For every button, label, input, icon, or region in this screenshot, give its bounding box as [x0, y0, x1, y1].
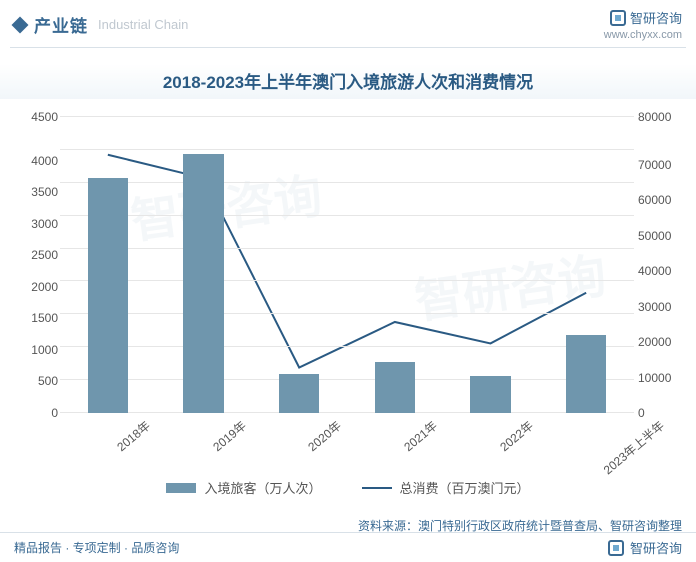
bar: [88, 178, 128, 413]
section-label: 产业链: [34, 12, 88, 37]
y1-tick: 1000: [31, 344, 58, 356]
chart-title: 2018-2023年上半年澳门入境旅游人次和消费情况: [0, 64, 696, 99]
header-right: 智研咨询 www.chyxx.com: [604, 8, 682, 41]
y2-axis: 8000070000600005000040000300002000010000…: [638, 117, 686, 413]
header-bar: 产业链 Industrial Chain 智研咨询 www.chyxx.com: [0, 0, 696, 47]
y2-tick: 70000: [638, 159, 671, 171]
grid-line: [60, 379, 634, 380]
legend-line-swatch: [362, 487, 392, 489]
y2-tick: 20000: [638, 336, 671, 348]
y1-tick: 4500: [31, 111, 58, 123]
logo-row: 智研咨询: [604, 8, 682, 27]
site-url: www.chyxx.com: [604, 29, 682, 41]
bar: [375, 362, 415, 413]
y2-tick: 60000: [638, 194, 671, 206]
footer-logo-text: 智研咨询: [630, 538, 682, 557]
grid-line: [60, 346, 634, 347]
bar: [470, 376, 510, 413]
x-tick-label: 2018年: [113, 417, 154, 455]
y2-tick: 40000: [638, 265, 671, 277]
x-tick-label: 2023年上半年: [600, 417, 668, 478]
line-series: [108, 155, 586, 368]
line-series-svg: [60, 117, 634, 413]
chart-zone: 智研咨询 智研咨询 450040003500300025002000150010…: [10, 109, 686, 499]
y2-tick: 30000: [638, 301, 671, 313]
grid-line: [60, 280, 634, 281]
x-tick-label: 2020年: [304, 417, 345, 455]
grid-line: [60, 215, 634, 216]
legend-line-label: 总消费（百万澳门元）: [400, 478, 530, 497]
y2-tick: 50000: [638, 230, 671, 242]
y1-tick: 0: [51, 407, 58, 419]
grid-line: [60, 412, 634, 413]
legend: 入境旅客（万人次） 总消费（百万澳门元）: [10, 478, 686, 497]
y1-tick: 500: [38, 375, 58, 387]
divider: [10, 47, 686, 48]
footer-left: 精品报告 · 专项定制 · 品质咨询: [14, 539, 179, 556]
grid-line: [60, 313, 634, 314]
logo-icon: [610, 10, 626, 26]
grid-line: [60, 182, 634, 183]
bar: [279, 374, 319, 413]
grid-line: [60, 116, 634, 117]
plot-area: [60, 117, 634, 413]
header-left: 产业链 Industrial Chain: [14, 12, 188, 37]
x-tick-label: 2022年: [496, 417, 537, 455]
footer-right: 智研咨询: [608, 538, 682, 557]
y1-tick: 3500: [31, 186, 58, 198]
grid-line: [60, 149, 634, 150]
legend-bar-swatch: [166, 483, 196, 493]
y1-tick: 2500: [31, 249, 58, 261]
y1-tick: 4000: [31, 155, 58, 167]
footer: 精品报告 · 专项定制 · 品质咨询 智研咨询: [0, 532, 696, 562]
x-tick-label: 2021年: [400, 417, 441, 455]
x-axis-labels: 2018年2019年2020年2021年2022年2023年上半年: [60, 417, 634, 471]
section-sub: Industrial Chain: [98, 17, 188, 32]
logo-icon: [608, 540, 624, 556]
diamond-icon: [12, 16, 29, 33]
bar: [183, 154, 223, 413]
y1-tick: 3000: [31, 218, 58, 230]
y1-tick: 1500: [31, 312, 58, 324]
y2-tick: 80000: [638, 111, 671, 123]
logo-text: 智研咨询: [630, 8, 682, 27]
bar: [566, 335, 606, 413]
grid-line: [60, 248, 634, 249]
legend-bar: 入境旅客（万人次）: [166, 478, 321, 497]
y2-tick: 0: [638, 407, 645, 419]
x-tick-label: 2019年: [209, 417, 250, 455]
legend-line: 总消费（百万澳门元）: [362, 478, 530, 497]
y1-axis: 450040003500300025002000150010005000: [10, 117, 58, 413]
y1-tick: 2000: [31, 281, 58, 293]
legend-bar-label: 入境旅客（万人次）: [204, 478, 321, 497]
y2-tick: 10000: [638, 372, 671, 384]
